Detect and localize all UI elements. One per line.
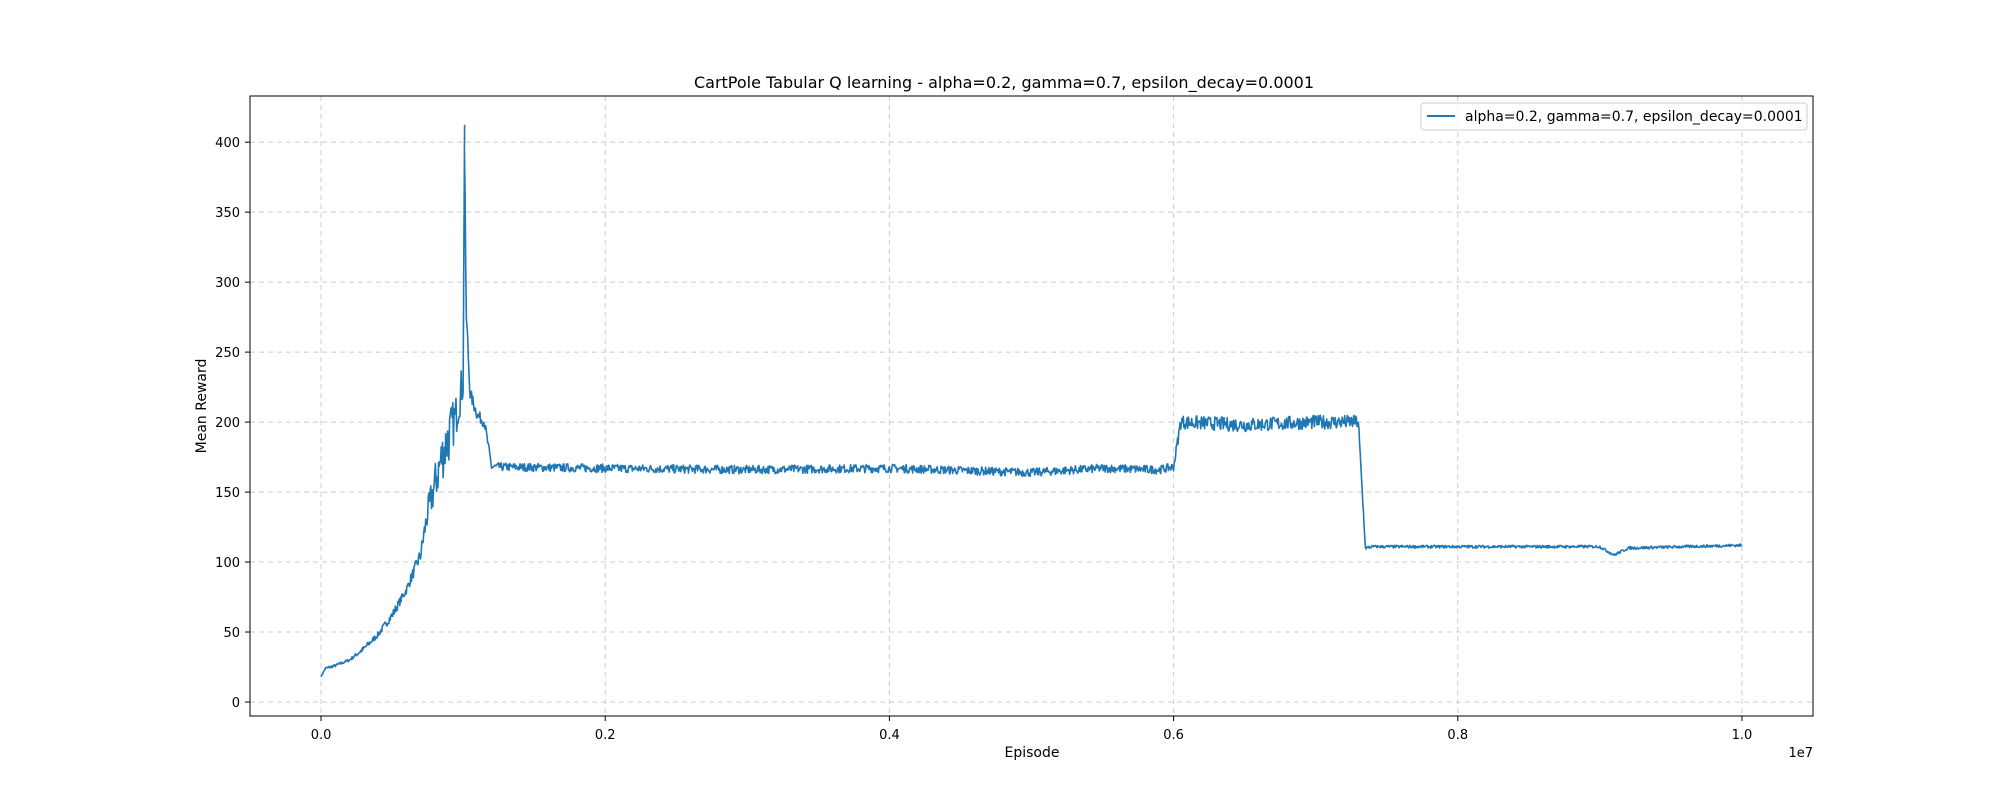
y-tick-label: 250 bbox=[215, 346, 240, 361]
series-line bbox=[320, 124, 1743, 678]
x-axis-ticks: 0.0 0.2 0.4 0.6 0.8 1.0 bbox=[311, 716, 1753, 743]
legend-box bbox=[1420, 102, 1808, 131]
y-tick-label: 400 bbox=[215, 136, 240, 151]
plot-area-frame bbox=[249, 95, 1814, 717]
legend: alpha=0.2, gamma=0.7, epsilon_decay=0.00… bbox=[1420, 102, 1808, 131]
series-layer bbox=[320, 124, 1743, 678]
x-tick-label: 1.0 bbox=[1732, 728, 1753, 743]
y-tick-label: 350 bbox=[215, 206, 240, 221]
y-tick-label: 100 bbox=[215, 556, 240, 571]
y-axis-label: Mean Reward bbox=[194, 359, 210, 454]
chart-title: CartPole Tabular Q learning - alpha=0.2,… bbox=[694, 73, 1314, 93]
x-axis-offset-label: 1e7 bbox=[1788, 746, 1813, 761]
y-tick-label: 150 bbox=[215, 486, 240, 501]
x-tick-label: 0.4 bbox=[879, 728, 900, 743]
x-tick-label: 0.6 bbox=[1163, 728, 1184, 743]
grid-lines bbox=[250, 96, 1813, 716]
x-tick-label: 0.8 bbox=[1447, 728, 1468, 743]
x-tick-label: 0.0 bbox=[311, 728, 332, 743]
legend-label: alpha=0.2, gamma=0.7, epsilon_decay=0.00… bbox=[1465, 109, 1803, 125]
y-tick-label: 200 bbox=[215, 416, 240, 431]
y-tick-label: 0 bbox=[232, 696, 240, 711]
x-tick-label: 0.2 bbox=[595, 728, 616, 743]
y-axis-ticks: 0 50 100 150 200 250 300 350 400 bbox=[215, 136, 250, 711]
x-axis-label: Episode bbox=[1005, 745, 1060, 761]
y-tick-label: 300 bbox=[215, 276, 240, 291]
y-tick-label: 50 bbox=[223, 626, 240, 641]
